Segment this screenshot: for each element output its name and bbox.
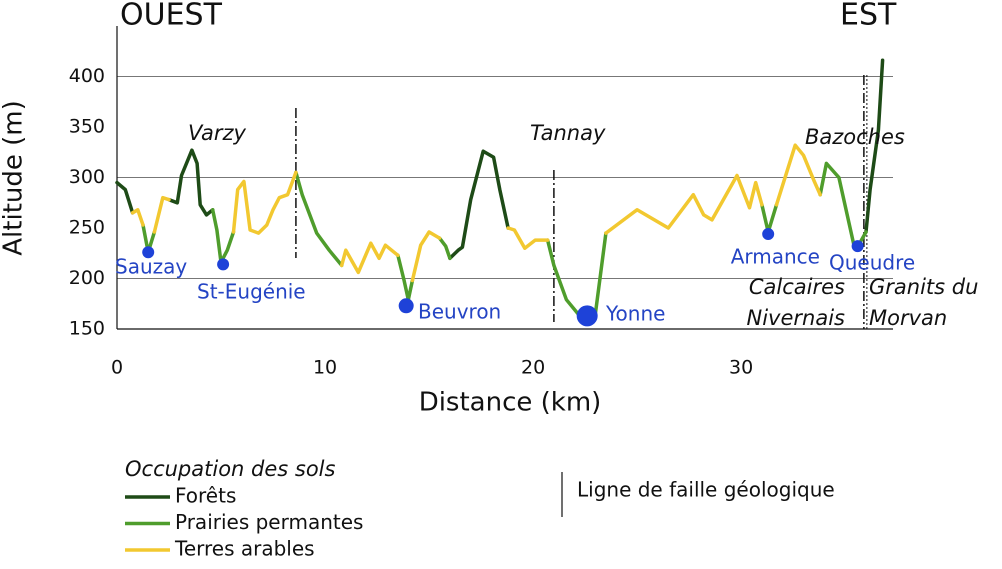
profile-line xyxy=(130,143,822,283)
y-tick-label: 250 xyxy=(69,217,105,239)
river-dot xyxy=(217,258,230,271)
river-dot xyxy=(398,298,414,314)
y-axis-title: Altitude (m) xyxy=(0,100,29,255)
river-dot xyxy=(762,228,775,241)
river-label: Queudre xyxy=(829,251,915,275)
x-tick-label: 0 xyxy=(111,357,123,379)
x-tick-label: 20 xyxy=(521,357,545,379)
y-tick-label: 300 xyxy=(69,166,105,188)
fault-legend-label: Ligne de faille géologique xyxy=(577,478,835,502)
x-tick-label: 10 xyxy=(313,357,337,379)
legend-label: Forêts xyxy=(175,484,236,508)
geology-label: Calcaires xyxy=(749,275,845,299)
y-tick-label: 150 xyxy=(69,318,105,340)
town-label: Bazoches xyxy=(805,125,905,149)
river-label: St-Eugénie xyxy=(197,280,306,304)
x-tick-label: 30 xyxy=(729,357,753,379)
river-dot xyxy=(576,305,598,327)
legend-label: Terres arables xyxy=(174,537,315,561)
geology-label: Granits du xyxy=(869,275,978,299)
legend-label: Prairies permantes xyxy=(175,510,363,534)
river-dot xyxy=(142,246,155,259)
y-tick-label: 200 xyxy=(69,267,105,289)
town-label: Tannay xyxy=(530,121,606,145)
x-axis-title: Distance (km) xyxy=(419,388,602,418)
geology-label: Morvan xyxy=(869,306,947,330)
river-label: Beuvron xyxy=(418,300,501,324)
river-dot xyxy=(851,240,864,253)
river-label: Armance xyxy=(731,245,820,269)
town-label: Varzy xyxy=(188,121,247,145)
west-label: OUEST xyxy=(120,0,223,33)
river-label: Yonne xyxy=(605,302,665,326)
legend-title: Occupation des sols xyxy=(125,457,336,481)
y-tick-label: 400 xyxy=(69,65,105,87)
geology-label: Nivernais xyxy=(747,306,846,330)
profile-line xyxy=(115,58,885,261)
y-tick-label: 350 xyxy=(69,116,105,138)
river-label: Sauzay xyxy=(115,255,187,279)
east-label: EST xyxy=(840,0,897,33)
